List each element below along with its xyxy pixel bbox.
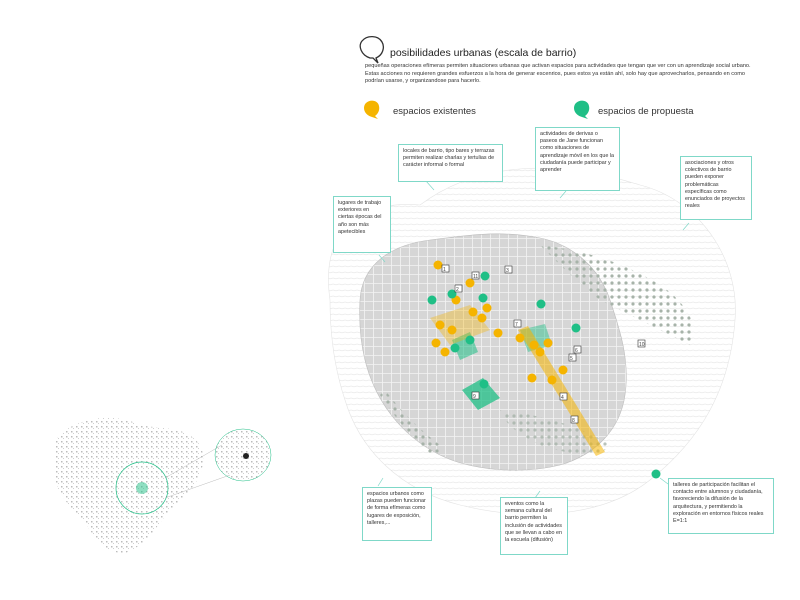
callout-eventos: eventos como la semana cultural del barr… [500, 497, 568, 555]
callout-asociaciones: asociaciones y otros colectivos de barri… [680, 156, 752, 220]
overview-zoom-area [214, 428, 272, 482]
callout-leaders [377, 180, 690, 499]
callout-bars: locales de barrio, tipo bares y terrazas… [398, 144, 503, 182]
numbered-boxes [441, 264, 646, 424]
existing-marker-icon [364, 100, 380, 119]
existing-marker [433, 260, 443, 270]
existing-marker [465, 278, 475, 288]
proposed-marker [651, 469, 661, 479]
overview-highlight-center [136, 482, 148, 494]
overview-zoom-marker [243, 453, 249, 459]
existing-marker [543, 338, 553, 348]
proposed-marker [447, 289, 457, 299]
existing-marker [447, 325, 457, 335]
proposed-marker [450, 343, 460, 353]
existing-marker [482, 303, 492, 313]
number-box [454, 284, 463, 293]
map-label: 11 [473, 274, 478, 280]
page-description: pequeñas operaciones efímeras permiten s… [365, 63, 751, 85]
existing-marker [477, 313, 487, 323]
existing-marker [515, 333, 525, 343]
number-box [504, 265, 513, 274]
existing-marker [529, 340, 539, 350]
existing-markers [431, 260, 568, 385]
number-box [573, 345, 582, 354]
existing-marker [493, 328, 503, 338]
overview-city-fabric [55, 417, 204, 553]
existing-marker [468, 307, 478, 317]
proposed-markers [427, 271, 661, 479]
proposed-marker [465, 335, 475, 345]
map-label: 1 [443, 267, 446, 273]
speech-bubble-icon [359, 35, 384, 64]
map-tree-belt-south [500, 410, 610, 455]
proposed-marker-icon [574, 100, 590, 119]
overview-highlight-circle [115, 461, 169, 515]
proposed-marker [536, 299, 546, 309]
callout-talleres: talleres de participación facilitan el c… [668, 478, 774, 534]
number-box [568, 353, 577, 362]
existing-marker [431, 338, 441, 348]
proposed-marker [479, 379, 489, 389]
existing-marker [440, 347, 450, 357]
map-tree-belt-east [540, 245, 694, 345]
map-label: 3 [506, 268, 509, 274]
map-label: 7 [515, 322, 518, 328]
proposed-area-south [462, 378, 500, 410]
map-number-labels: 1 3 11 2 7 5 6 4 8 9 10 [443, 267, 645, 424]
number-box [559, 392, 568, 401]
proposed-marker [571, 323, 581, 333]
map-label: 2 [456, 287, 459, 293]
proposed-marker [427, 295, 437, 305]
map-urban-fabric [359, 233, 627, 471]
map-label: 5 [570, 356, 573, 362]
number-box [471, 271, 480, 280]
legend-proposed-label: espacios de propuesta [598, 106, 694, 117]
number-box [513, 319, 522, 328]
overview-zoom-line-top [164, 444, 223, 479]
existing-marker [547, 375, 557, 385]
existing-marker [435, 320, 445, 330]
map-label: 10 [639, 342, 645, 348]
number-box [471, 391, 480, 400]
callout-derivas: actividades de derivas o paseos de Jane … [535, 127, 620, 191]
map-label: 4 [561, 395, 564, 401]
overview-zoom-line-bottom [164, 474, 231, 499]
existing-route-diagonal [518, 326, 605, 456]
existing-marker [535, 347, 545, 357]
existing-marker [558, 365, 568, 375]
map-label: 9 [473, 394, 476, 400]
legend-existing-label: espacios existentes [393, 106, 476, 117]
proposed-marker [480, 271, 490, 281]
number-box [637, 339, 646, 348]
map-label: 6 [575, 348, 578, 354]
map-tree-belt-southwest [380, 390, 442, 456]
number-box [570, 415, 579, 424]
number-box [441, 264, 450, 273]
callout-plazas: espacios urbanos como plazas pueden func… [362, 487, 432, 541]
existing-marker [527, 373, 537, 383]
page-title: posibilidades urbanas (escala de barrio) [390, 47, 577, 59]
proposed-marker [478, 293, 488, 303]
map-label: 8 [572, 418, 575, 424]
callout-trabajo: lugares de trabajo exteriores en ciertas… [333, 196, 391, 253]
